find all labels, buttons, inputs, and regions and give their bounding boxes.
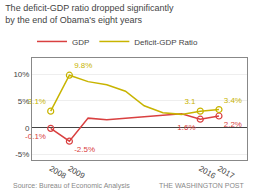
svg-text:3.1: 3.1: [184, 97, 196, 106]
svg-text:10%: 10%: [13, 70, 29, 79]
svg-text:The deficit-GDP ratio dropped: The deficit-GDP ratio dropped significan…: [5, 3, 174, 25]
svg-text:3.4%: 3.4%: [224, 96, 242, 105]
svg-text:2016: 2016: [197, 164, 217, 181]
svg-text:-2.5%: -2.5%: [74, 145, 95, 154]
svg-text:-0.1%: -0.1%: [25, 132, 46, 141]
svg-text:Source: Bureau of Economic Ana: Source: Bureau of Economic Analysis: [13, 182, 130, 190]
svg-text:2009: 2009: [66, 164, 86, 181]
svg-text:1.6%: 1.6%: [177, 123, 195, 132]
svg-text:THE WASHINGTON POST: THE WASHINGTON POST: [159, 182, 245, 189]
svg-text:9.8%: 9.8%: [74, 61, 92, 70]
svg-text:5%: 5%: [18, 97, 30, 106]
svg-text:GDP: GDP: [72, 38, 89, 47]
svg-text:Deficit-GDP Ratio: Deficit-GDP Ratio: [134, 38, 198, 47]
svg-text:2008: 2008: [48, 164, 68, 181]
svg-text:-5%: -5%: [15, 150, 29, 159]
svg-text:2017: 2017: [216, 164, 236, 181]
svg-text:3.1%: 3.1%: [28, 97, 46, 106]
svg-text:0: 0: [25, 124, 30, 133]
svg-text:2.2%: 2.2%: [224, 120, 242, 129]
